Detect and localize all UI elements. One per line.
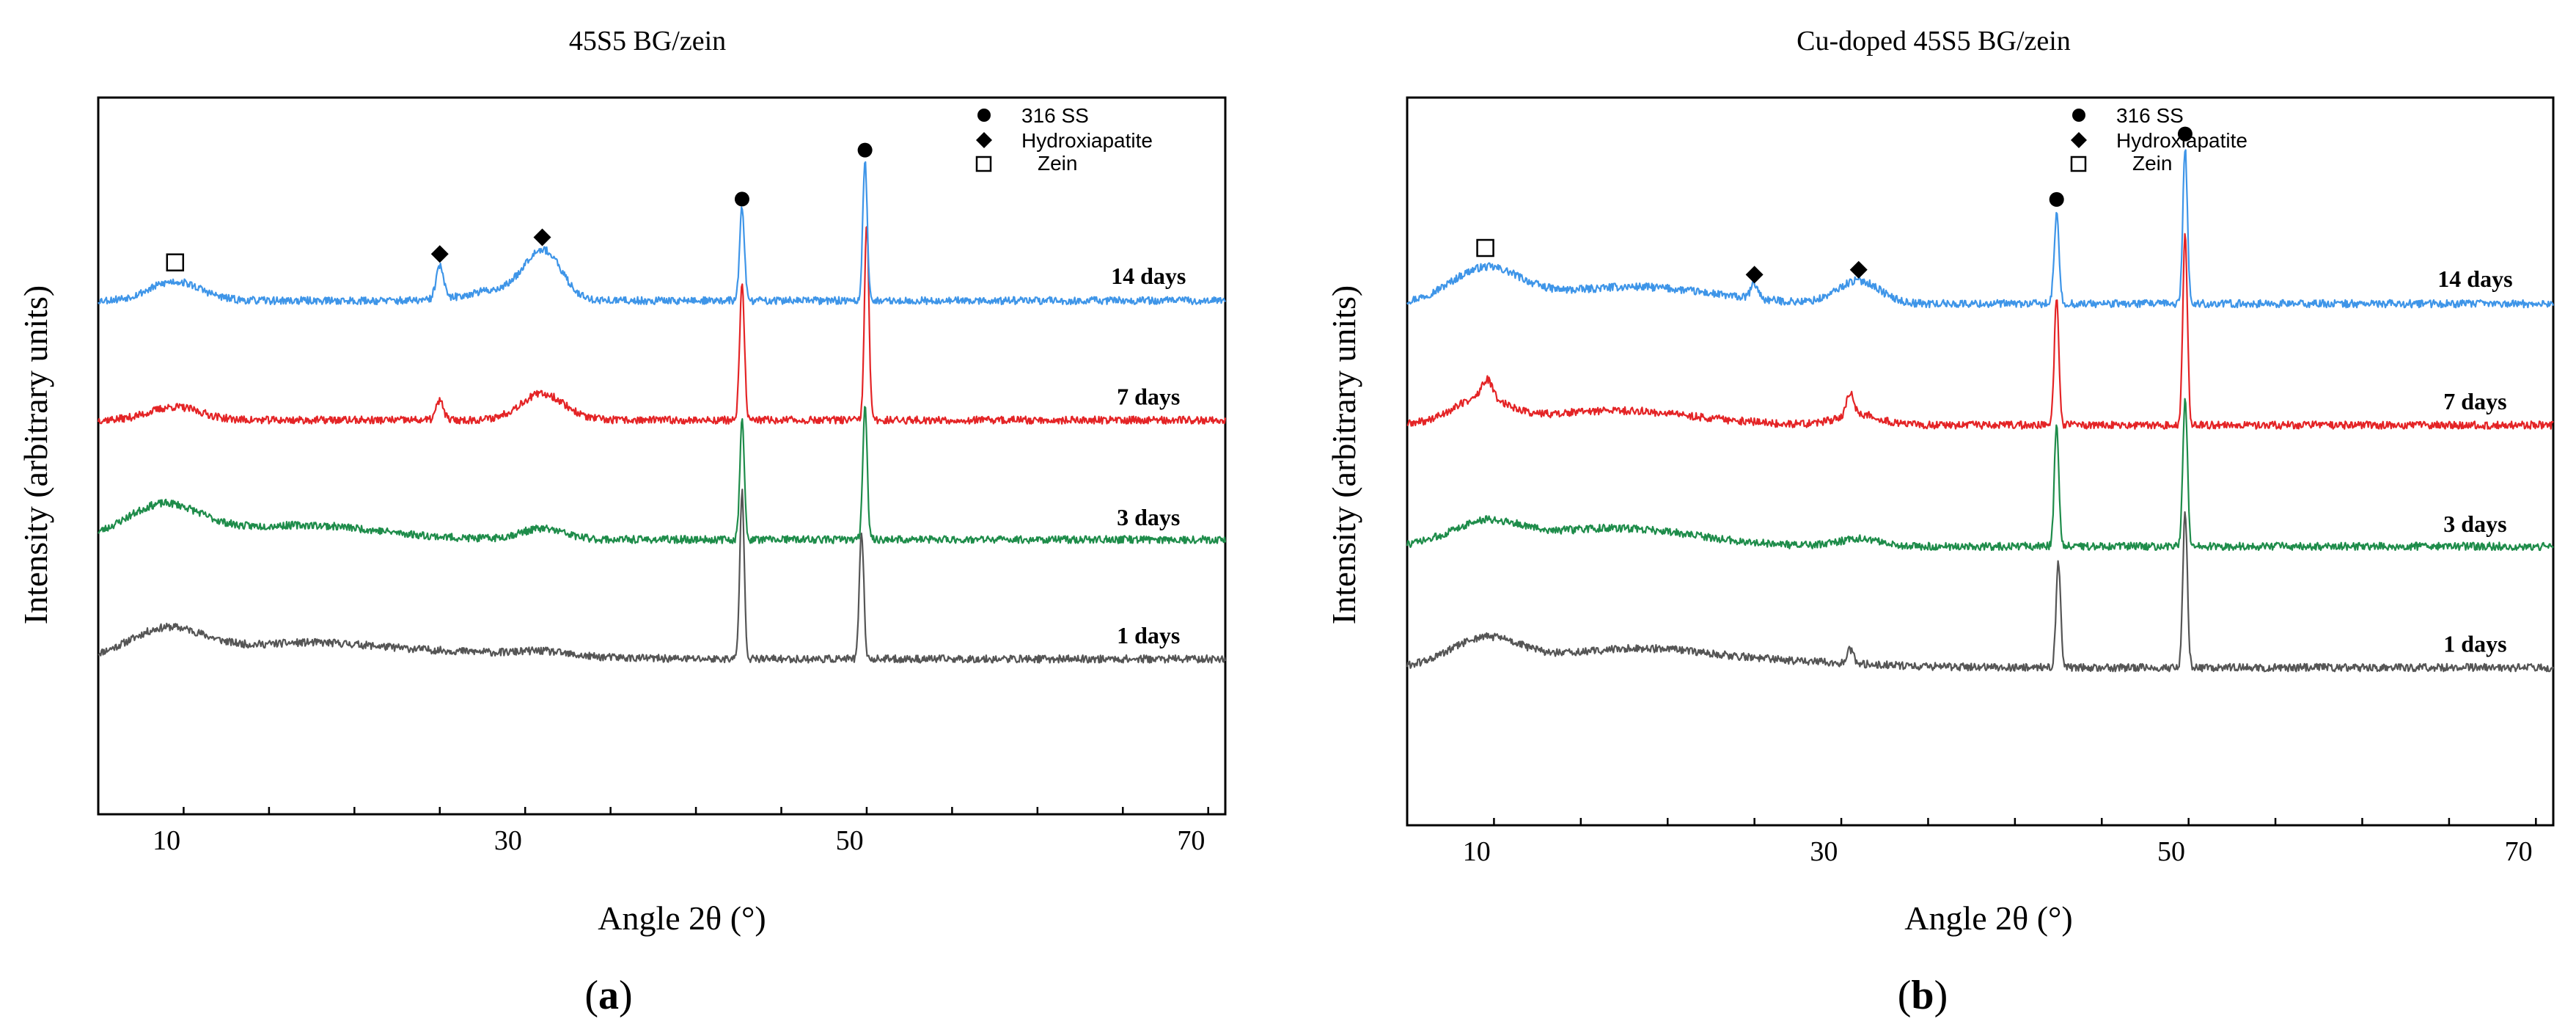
- peak-marker-zein: [166, 253, 185, 271]
- series-line: [97, 225, 1227, 425]
- panel-label-close: ): [1934, 973, 1948, 1018]
- legend-label: 316 SS: [1021, 104, 1089, 127]
- x-tick-label: 10: [153, 825, 180, 856]
- series-label: 3 days: [2443, 511, 2506, 537]
- plot-area: 10 30 50 70 14 days 7 days 3 days 1 days: [97, 142, 1227, 856]
- series-label: 14 days: [2437, 266, 2512, 292]
- x-tick-label: 50: [836, 825, 864, 856]
- peak-marker-316ss: [2177, 126, 2192, 142]
- legend-label: Hydroxiapatite: [2116, 129, 2247, 152]
- peak-marker-hydroxiapatite: [1745, 266, 1764, 284]
- legend-label: 316 SS: [2116, 104, 2184, 127]
- legend: 316 SS Hydroxiapatite Zein: [975, 104, 1153, 175]
- series-line: [1406, 398, 2554, 552]
- legend-marker-square: [2070, 156, 2087, 172]
- panel-b: Cu-doped 45S5 BG/zein 10 30 50 70 14 days 7 d…: [1325, 26, 2555, 1018]
- plot-frame: [97, 96, 1227, 816]
- legend-label: Zein: [1038, 152, 1077, 175]
- series-label: 7 days: [2443, 388, 2506, 414]
- plot-frame: [1406, 96, 2555, 827]
- panel-label: (b): [1898, 973, 1948, 1018]
- plot-area: 10 30 50 70 14 days 7 days 3 days 1 days: [1406, 126, 2555, 867]
- peak-marker-hydroxiapatite: [1849, 260, 1868, 279]
- series-label: 1 days: [1117, 622, 1180, 648]
- series-label: 3 days: [1117, 504, 1180, 530]
- y-axis-label: Intensity (arbitrary units): [1325, 285, 1362, 624]
- x-tick-label: 10: [1463, 836, 1491, 867]
- panel-label: (a): [584, 973, 632, 1018]
- peak-marker-316ss: [734, 191, 749, 207]
- legend: 316 SS Hydroxiapatite Zein: [2070, 104, 2247, 175]
- panel-label-letter: a: [598, 973, 619, 1018]
- y-axis-label: Intensity (arbitrary units): [17, 285, 54, 624]
- series-line: [1406, 233, 2554, 430]
- peak-marker-zein: [1476, 238, 1494, 257]
- series-line: [1406, 149, 2555, 309]
- series-label: 7 days: [1117, 383, 1180, 409]
- peak-marker-316ss: [2049, 191, 2064, 207]
- legend-label: Zein: [2132, 152, 2172, 175]
- legend-marker-circle: [977, 109, 991, 122]
- series-line: [98, 161, 1226, 306]
- panel-label-letter: b: [1911, 973, 1934, 1018]
- x-axis-label: Angle 2θ (°): [1904, 899, 2072, 937]
- x-tick-label: 70: [1177, 825, 1205, 856]
- legend-marker-diamond: [2071, 132, 2087, 148]
- x-tick-label: 30: [1810, 836, 1838, 867]
- series-line: [98, 489, 1227, 664]
- legend-marker-square: [975, 156, 992, 172]
- peak-marker-hydroxiapatite: [430, 245, 449, 263]
- x-tick-label: 50: [2157, 836, 2185, 867]
- peak-marker-316ss: [857, 142, 873, 158]
- series-label: 14 days: [1111, 263, 1186, 289]
- legend-marker-diamond: [976, 132, 992, 148]
- panel-label-open: (: [584, 973, 598, 1018]
- x-axis-label: Angle 2θ (°): [598, 899, 766, 937]
- peak-marker-hydroxiapatite: [533, 228, 551, 246]
- x-tick-label: 30: [494, 825, 522, 856]
- legend-label: Hydroxiapatite: [1021, 129, 1153, 152]
- chart-title: Cu-doped 45S5 BG/zein: [1797, 26, 2071, 56]
- series-label: 1 days: [2443, 631, 2506, 657]
- series-line: [98, 406, 1227, 544]
- x-tick-label: 70: [2505, 836, 2533, 867]
- legend-marker-circle: [2072, 109, 2085, 122]
- panel-label-open: (: [1898, 973, 1912, 1018]
- panel-a: 45S5 BG/zein 10 30 50 70 14 days 7 days 3 days…: [17, 26, 1227, 1018]
- chart-title: 45S5 BG/zein: [569, 26, 726, 56]
- panel-label-close: ): [619, 973, 633, 1018]
- series-line: [1406, 511, 2555, 673]
